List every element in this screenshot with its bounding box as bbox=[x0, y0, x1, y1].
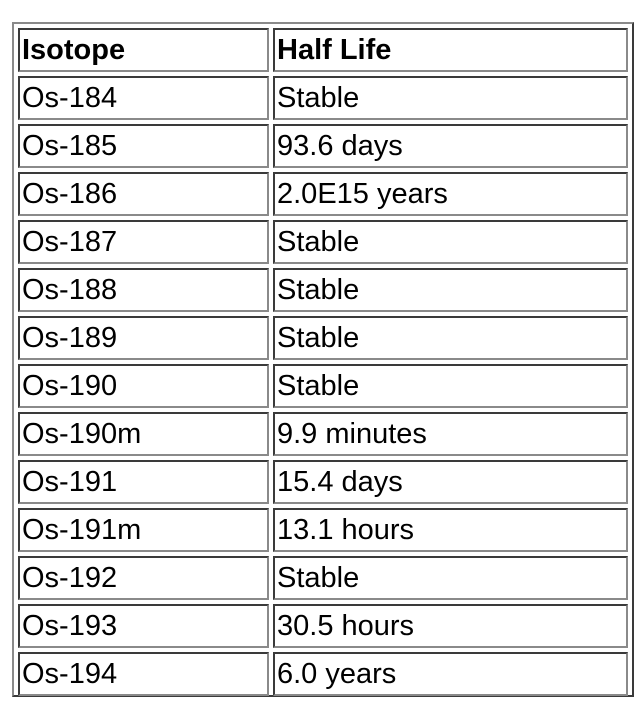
half-life-cell: 13.1 hours bbox=[273, 508, 628, 552]
half-life-cell: Stable bbox=[273, 364, 628, 408]
isotope-cell: Os-191m bbox=[18, 508, 269, 552]
half-life-cell: 93.6 days bbox=[273, 124, 628, 168]
table-row: Os-184 Stable bbox=[18, 76, 628, 120]
isotope-cell: Os-184 bbox=[18, 76, 269, 120]
isotope-cell: Os-192 bbox=[18, 556, 269, 600]
table-row: Os-190 Stable bbox=[18, 364, 628, 408]
isotope-cell: Os-190 bbox=[18, 364, 269, 408]
half-life-cell: 9.9 minutes bbox=[273, 412, 628, 456]
half-life-cell: Stable bbox=[273, 220, 628, 264]
half-life-cell: 30.5 hours bbox=[273, 604, 628, 648]
half-life-cell: Stable bbox=[273, 76, 628, 120]
table-row: Os-186 2.0E15 years bbox=[18, 172, 628, 216]
isotope-cell: Os-185 bbox=[18, 124, 269, 168]
table-row: Os-185 93.6 days bbox=[18, 124, 628, 168]
half-life-cell: 15.4 days bbox=[273, 460, 628, 504]
header-isotope: Isotope bbox=[18, 28, 269, 72]
half-life-cell: Stable bbox=[273, 556, 628, 600]
table-row: Os-187 Stable bbox=[18, 220, 628, 264]
half-life-cell: 6.0 years bbox=[273, 652, 628, 696]
table-row: Os-192 Stable bbox=[18, 556, 628, 600]
isotope-cell: Os-191 bbox=[18, 460, 269, 504]
isotope-half-life-table: Isotope Half Life Os-184 Stable Os-185 9… bbox=[14, 24, 632, 700]
half-life-cell: Stable bbox=[273, 268, 628, 312]
isotope-cell: Os-189 bbox=[18, 316, 269, 360]
table-row: Os-190m 9.9 minutes bbox=[18, 412, 628, 456]
half-life-cell: Stable bbox=[273, 316, 628, 360]
table-row: Os-194 6.0 years bbox=[18, 652, 628, 696]
table-row: Os-191m 13.1 hours bbox=[18, 508, 628, 552]
isotope-cell: Os-187 bbox=[18, 220, 269, 264]
isotope-cell: Os-190m bbox=[18, 412, 269, 456]
table-header-row: Isotope Half Life bbox=[18, 28, 628, 72]
table-row: Os-189 Stable bbox=[18, 316, 628, 360]
isotope-cell: Os-193 bbox=[18, 604, 269, 648]
table-row: Os-188 Stable bbox=[18, 268, 628, 312]
isotope-table-frame: Isotope Half Life Os-184 Stable Os-185 9… bbox=[12, 22, 634, 697]
isotope-cell: Os-186 bbox=[18, 172, 269, 216]
header-half-life: Half Life bbox=[273, 28, 628, 72]
table-row: Os-191 15.4 days bbox=[18, 460, 628, 504]
table-row: Os-193 30.5 hours bbox=[18, 604, 628, 648]
isotope-cell: Os-194 bbox=[18, 652, 269, 696]
isotope-cell: Os-188 bbox=[18, 268, 269, 312]
half-life-cell: 2.0E15 years bbox=[273, 172, 628, 216]
